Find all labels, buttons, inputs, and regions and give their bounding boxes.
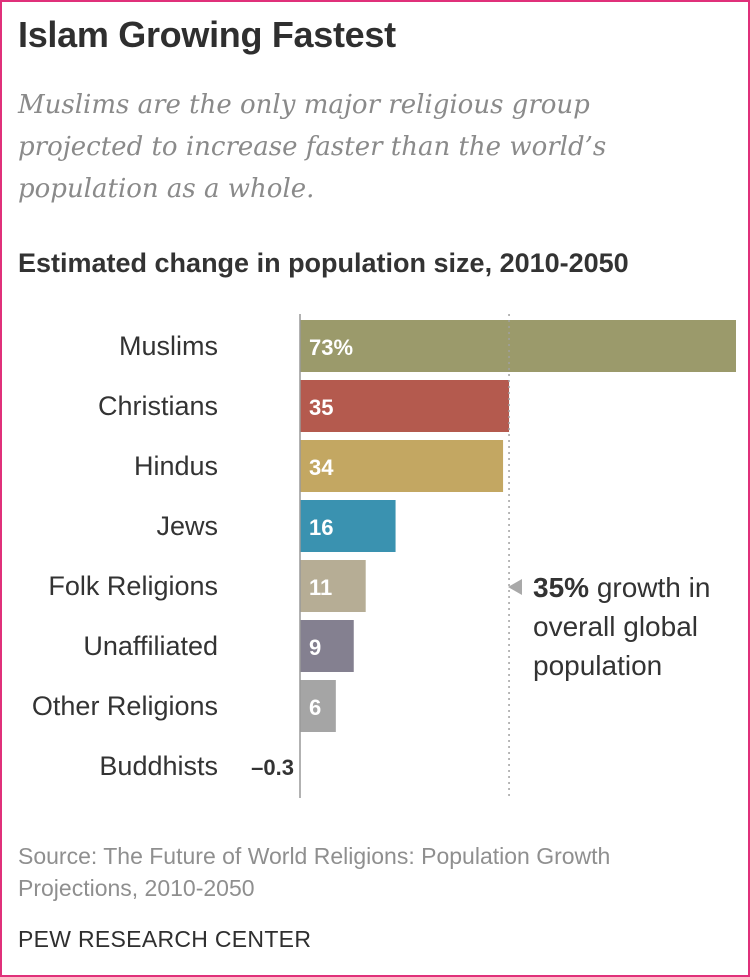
category-label-christians: Christians — [98, 391, 218, 421]
brand-logo: PEW RESEARCH CENTER — [18, 926, 312, 952]
chart-subtitle: Muslims are the only major religious gro… — [18, 90, 607, 204]
value-label-hindus: 34 — [309, 455, 334, 480]
value-label-jews: 16 — [309, 515, 333, 540]
source-note: Source: The Future of World Religions: P… — [18, 843, 611, 901]
category-label-unaffiliated: Unaffiliated — [83, 631, 218, 661]
bar-unaffiliated — [300, 620, 354, 672]
value-label-unaffiliated: 9 — [309, 635, 321, 660]
chart-title: Islam Growing Fastest — [18, 14, 396, 55]
reference-annotation: 35% growth in overall global population — [533, 568, 733, 685]
category-label-other-religions: Other Religions — [32, 691, 218, 721]
bar-hindus — [300, 440, 504, 492]
value-label-other-religions: 6 — [309, 695, 321, 720]
annotation-value: 35% — [533, 572, 590, 603]
category-label-jews: Jews — [156, 511, 218, 541]
category-label-hindus: Hindus — [134, 451, 218, 481]
value-label-muslims: 73% — [309, 335, 353, 360]
bar-christians — [300, 380, 510, 432]
value-label-folk-religions: 11 — [309, 575, 332, 600]
value-label-buddhists: –0.3 — [251, 755, 294, 780]
value-label-christians: 35 — [309, 395, 333, 420]
chart-heading: Estimated change in population size, 201… — [18, 248, 629, 278]
category-label-buddhists: Buddhists — [99, 751, 218, 781]
annotation-text: growth in overall global population — [533, 572, 711, 681]
bar-other-religions — [300, 680, 336, 732]
category-label-folk-religions: Folk Religions — [48, 571, 218, 601]
bar-muslims — [300, 320, 736, 372]
bar-jews — [300, 500, 396, 552]
annotation-arrow-icon — [508, 579, 522, 595]
category-label-muslims: Muslims — [119, 331, 218, 361]
bar-folk-religions — [300, 560, 366, 612]
